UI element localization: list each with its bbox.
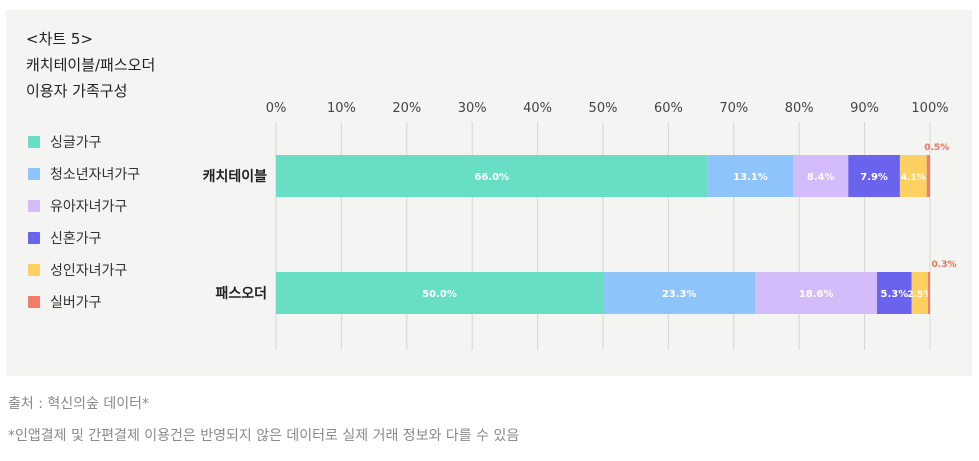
legend-swatch-newlywed bbox=[28, 232, 40, 244]
x-tick-label: 70% bbox=[719, 101, 748, 116]
legend-label-silver: 실버가구 bbox=[50, 295, 102, 311]
category-label: 패스오더 bbox=[215, 286, 267, 302]
x-tick-label: 50% bbox=[589, 101, 618, 116]
chart-title-line-1: <차트 5> bbox=[26, 30, 94, 48]
data-label: 13.1% bbox=[733, 172, 768, 183]
data-label: 4.1% bbox=[901, 173, 926, 183]
legend-swatch-infant-children bbox=[28, 200, 40, 212]
bar-segment bbox=[877, 272, 912, 314]
data-label: 8.4% bbox=[807, 172, 835, 183]
x-tick-label: 0% bbox=[266, 101, 287, 116]
legend-label-infant-children: 유아자녀가구 bbox=[50, 199, 128, 215]
chart-title-line-3: 이용자 가족구성 bbox=[26, 82, 128, 100]
data-label: 2.5% bbox=[907, 290, 932, 300]
data-label: 5.3% bbox=[880, 289, 908, 300]
legend-swatch-silver bbox=[28, 296, 40, 308]
bar-segment bbox=[911, 272, 929, 314]
legend-item-silver: 실버가구 bbox=[28, 286, 140, 318]
x-tick-label: 100% bbox=[911, 101, 948, 116]
data-label: 18.6% bbox=[799, 289, 834, 300]
bar-segment bbox=[899, 155, 927, 197]
footnote-text: *인앱결제 및 간편결제 이용건은 반영되지 않은 데이터로 실제 거래 정보와… bbox=[8, 428, 520, 444]
x-tick-label: 90% bbox=[850, 101, 879, 116]
data-label: 0.3% bbox=[932, 260, 957, 270]
bar-segment bbox=[603, 272, 756, 314]
legend-item-newlywed: 신혼가구 bbox=[28, 222, 140, 254]
bar-segment bbox=[276, 272, 603, 314]
bar-segment bbox=[926, 155, 930, 197]
legend-label-single: 싱글가구 bbox=[50, 135, 102, 151]
x-tick-label: 10% bbox=[327, 101, 356, 116]
legend-item-adult-children: 성인자녀가구 bbox=[28, 254, 140, 286]
data-label: 66.0% bbox=[474, 172, 509, 183]
legend-item-single: 싱글가구 bbox=[28, 126, 140, 158]
data-label: 0.5% bbox=[924, 143, 949, 153]
category-label: 캐치테이블 bbox=[203, 168, 268, 185]
x-tick-label: 30% bbox=[458, 101, 487, 116]
chart-title-line-2: 캐치테이블/패스오더 bbox=[26, 56, 156, 74]
bar-segment bbox=[707, 155, 794, 197]
x-tick-label: 40% bbox=[523, 101, 552, 116]
x-tick-label: 20% bbox=[392, 101, 421, 116]
x-tick-label: 60% bbox=[654, 101, 683, 116]
legend-item-infant-children: 유아자녀가구 bbox=[28, 190, 140, 222]
x-tick-label: 80% bbox=[785, 101, 814, 116]
data-label: 50.0% bbox=[422, 289, 457, 300]
legend-swatch-adult-children bbox=[28, 264, 40, 276]
bar-segment bbox=[928, 272, 930, 314]
legend-label-newlywed: 신혼가구 bbox=[50, 231, 102, 247]
bar-segment bbox=[793, 155, 849, 197]
chart-legend: 싱글가구 청소년자녀가구 유아자녀가구 신혼가구 성인자녀가구 실버가구 bbox=[28, 126, 140, 318]
bar-segment bbox=[848, 155, 900, 197]
data-label: 7.9% bbox=[860, 172, 888, 183]
legend-swatch-teen-children bbox=[28, 168, 40, 180]
legend-item-teen-children: 청소년자녀가구 bbox=[28, 158, 140, 190]
bar-segment bbox=[755, 272, 878, 314]
legend-label-teen-children: 청소년자녀가구 bbox=[50, 167, 141, 183]
source-text: 출처 : 혁신의숲 데이터* bbox=[8, 396, 149, 412]
bar-segment bbox=[276, 155, 708, 197]
legend-swatch-single bbox=[28, 136, 40, 148]
data-label: 23.3% bbox=[662, 289, 697, 300]
legend-label-adult-children: 성인자녀가구 bbox=[50, 263, 128, 279]
chart-title: <차트 5> 캐치테이블/패스오더 이용자 가족구성 bbox=[26, 26, 155, 104]
